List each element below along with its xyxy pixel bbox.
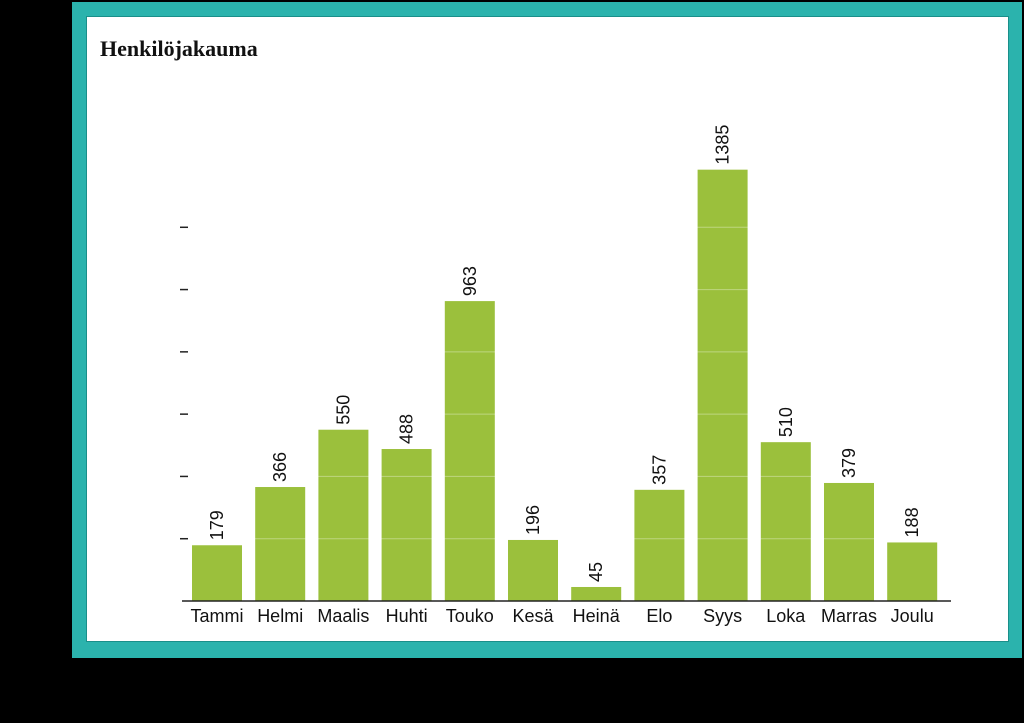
data-label-tammi: 179 (207, 510, 227, 540)
bar-helmi (255, 487, 306, 601)
chart-title: Henkilöjakauma (100, 36, 258, 61)
bar-huhti (381, 449, 432, 601)
x-tick-label-heinä: Heinä (573, 606, 621, 626)
data-label-heinä: 45 (586, 562, 606, 582)
bar-joulu (887, 542, 938, 601)
x-tick-label-kesä: Kesä (512, 606, 554, 626)
bar-maalis (318, 429, 369, 601)
bar-syys (697, 169, 748, 601)
data-label-maalis: 550 (333, 395, 353, 425)
label-layer: Tammi 179 Helmi 366 Maalis 550 Huhti 488 Touko 96… (191, 125, 934, 626)
x-tick-label-loka: Loka (766, 606, 806, 626)
data-label-helmi: 366 (270, 452, 290, 482)
data-label-elo: 357 (649, 455, 669, 485)
bar-touko (444, 301, 495, 601)
data-label-kesä: 196 (523, 505, 543, 535)
x-tick-label-elo: Elo (646, 606, 672, 626)
x-tick-label-tammi: Tammi (191, 606, 244, 626)
bar-layer (192, 169, 938, 601)
data-label-syys: 1385 (713, 125, 733, 165)
bar-loka (760, 442, 811, 601)
x-tick-label-huhti: Huhti (386, 606, 428, 626)
x-tick-label-syys: Syys (703, 606, 742, 626)
x-tick-label-helmi: Helmi (257, 606, 303, 626)
grid-layer (193, 226, 940, 540)
data-label-touko: 963 (460, 266, 480, 296)
x-tick-label-marras: Marras (821, 606, 877, 626)
bar-kesä (508, 539, 558, 601)
data-label-joulu: 188 (902, 507, 922, 537)
x-tick-label-touko: Touko (446, 606, 494, 626)
x-tick-label-maalis: Maalis (317, 606, 369, 626)
tick-layer (180, 226, 188, 540)
data-label-marras: 379 (839, 448, 859, 478)
data-label-huhti: 488 (397, 414, 417, 444)
bar-marras (824, 482, 874, 601)
x-tick-label-joulu: Joulu (891, 606, 934, 626)
bar-tammi (192, 545, 242, 601)
data-label-loka: 510 (776, 407, 796, 437)
bar-elo (634, 489, 685, 601)
bar-heinä (571, 586, 622, 601)
